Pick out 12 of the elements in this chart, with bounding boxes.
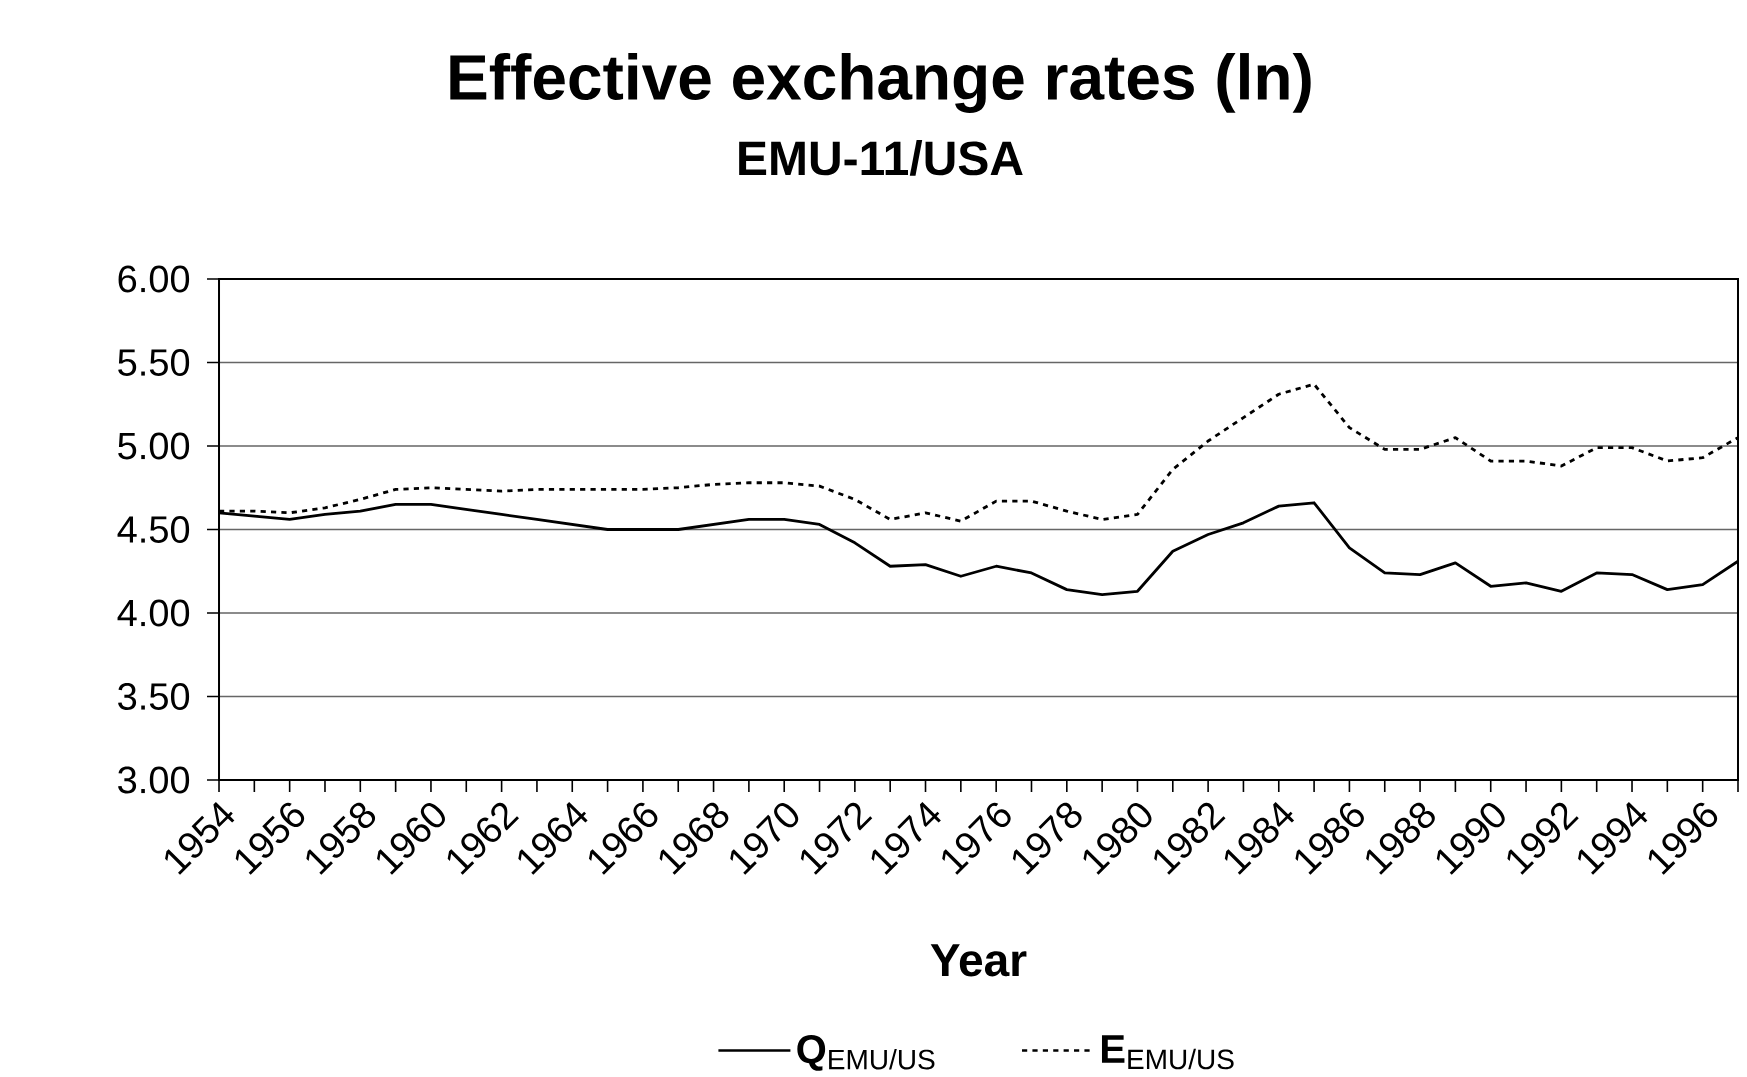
chart-title: Effective exchange rates (ln) <box>450 53 1311 113</box>
y-tick-label: 5.00 <box>118 432 190 460</box>
y-tick-label: 6.00 <box>118 265 190 293</box>
y-tick-label: 5.50 <box>118 349 190 376</box>
y-tick-label: 4.50 <box>117 516 190 543</box>
y-tick-label: 3.00 <box>118 766 190 794</box>
y-tick-label: 4.00 <box>117 599 190 627</box>
x-axis-title: Year <box>930 944 1027 977</box>
legend-label: Q$_{EMU/US}$ <box>797 1035 935 1071</box>
legend-label: E$_{EMU/US}$ <box>1101 1035 1234 1070</box>
chart-subtitle: EMU-11/USA <box>739 140 1023 176</box>
y-tick-label: 3.50 <box>118 683 190 710</box>
